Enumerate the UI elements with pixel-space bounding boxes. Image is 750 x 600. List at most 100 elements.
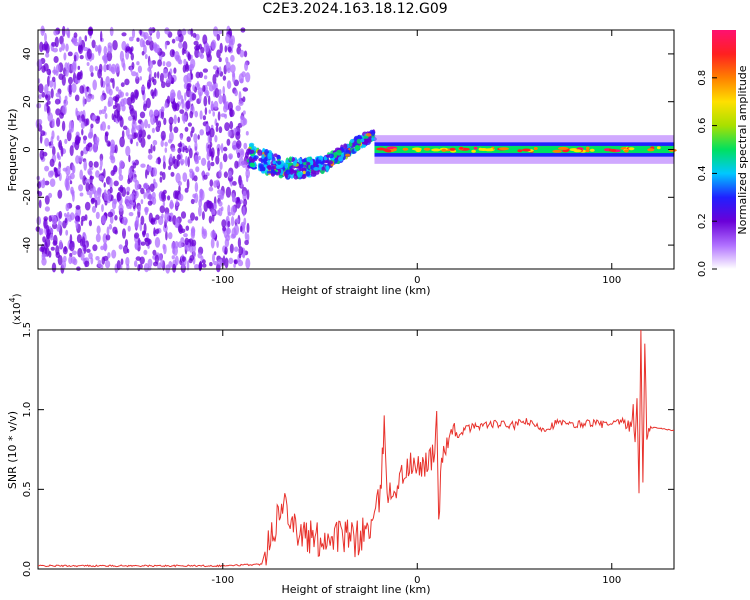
heatmap-cell <box>185 225 190 231</box>
heatmap-cell <box>143 249 148 256</box>
heatmap-cell <box>206 200 212 209</box>
heatmap-cell <box>97 44 102 54</box>
heatmap-cell <box>137 264 141 272</box>
heatmap-cell <box>78 117 82 123</box>
heatmap-cell <box>220 206 224 212</box>
heatmap-cell <box>69 180 73 185</box>
heatmap-cell <box>647 148 655 152</box>
heatmap-cell <box>83 244 87 255</box>
heatmap-cell <box>39 229 42 236</box>
heatmap-cell <box>218 57 222 63</box>
heatmap-cell <box>202 85 206 92</box>
heatmap-cell <box>70 256 77 264</box>
heatmap-cell <box>86 190 91 196</box>
y-tick-label: 0.0 <box>22 561 33 577</box>
heatmap-cell <box>219 258 223 268</box>
heatmap-cell <box>171 241 177 251</box>
heatmap-cell <box>336 149 342 156</box>
heatmap-cell <box>181 261 185 271</box>
heatmap-cell <box>76 74 82 81</box>
heatmap-cell <box>162 161 166 170</box>
heatmap-cell <box>152 145 156 152</box>
colorbar: 0.0 0.2 0.4 0.6 0.8 Normalized spectral ampl… <box>697 30 749 277</box>
heatmap-cell <box>297 171 303 178</box>
heatmap-cell <box>125 256 130 267</box>
heatmap-cell <box>246 175 249 183</box>
heatmap-cell <box>234 160 239 169</box>
heatmap-cell <box>114 215 118 221</box>
heatmap-cell <box>154 237 161 248</box>
heatmap-cell <box>133 89 139 99</box>
heatmap-cell <box>44 206 51 212</box>
heatmap-cell <box>192 84 195 92</box>
heatmap-cell <box>168 165 172 171</box>
heatmap-cell <box>211 209 216 216</box>
heatmap-cell <box>80 121 85 129</box>
heatmap-cell <box>249 162 255 168</box>
heatmap-cell <box>333 158 338 164</box>
heatmap-cell <box>243 50 248 58</box>
heatmap-cell <box>218 94 223 105</box>
heatmap-cell <box>74 94 80 102</box>
heatmap-cell <box>130 66 133 73</box>
heatmap-cell <box>241 71 246 78</box>
heatmap-cell <box>41 257 47 266</box>
heatmap-cell <box>82 232 86 237</box>
heatmap-cell <box>212 74 217 85</box>
heatmap-cell <box>194 45 200 51</box>
heatmap-cell <box>39 133 43 144</box>
heatmap-cell <box>186 260 190 271</box>
heatmap-cell <box>38 83 44 94</box>
heatmap-cell <box>157 156 161 165</box>
heatmap-cell <box>134 179 140 191</box>
heatmap-cell <box>176 154 181 161</box>
heatmap-cell <box>164 141 168 147</box>
heatmap-cell <box>39 41 44 53</box>
x-tick-label: -100 <box>211 575 234 586</box>
heatmap-cell <box>194 192 199 204</box>
colorbar-tick-label: 0.4 <box>697 165 708 181</box>
heatmap-cell <box>44 84 49 95</box>
heatmap-cell <box>49 178 56 187</box>
heatmap-cell <box>148 148 151 154</box>
heatmap-cell <box>122 125 128 130</box>
heatmap-cell <box>49 170 55 176</box>
heatmap-cell <box>243 217 247 226</box>
heatmap-cell <box>350 138 355 143</box>
heatmap-cell <box>293 160 297 167</box>
heatmap-cell <box>121 40 127 51</box>
heatmap-cell <box>44 180 50 186</box>
heatmap-cell <box>52 146 56 156</box>
heatmap-cell <box>178 59 183 65</box>
colorbar-tick-label: 0.6 <box>697 118 708 134</box>
heatmap-cell <box>192 32 197 38</box>
heatmap-cell <box>107 45 112 54</box>
heatmap-cell <box>338 156 343 162</box>
heatmap-cell <box>271 165 278 170</box>
heatmap-cell <box>159 171 163 176</box>
heatmap-cell <box>136 37 140 42</box>
heatmap-cell <box>229 121 234 130</box>
heatmap-cell <box>109 149 114 158</box>
heatmap-cell <box>326 154 330 158</box>
heatmap-cell <box>53 56 59 63</box>
heatmap-cell <box>268 166 273 170</box>
heatmap-cell <box>190 212 195 221</box>
heatmap-cell <box>215 125 219 132</box>
heatmap-cell <box>132 162 137 169</box>
heatmap-cell <box>82 135 88 141</box>
heatmap-cell <box>106 226 110 236</box>
heatmap-cell <box>139 76 142 81</box>
heatmap-cell <box>656 146 661 150</box>
heatmap-cell <box>88 26 94 35</box>
heatmap-cell <box>88 160 94 168</box>
heatmap-cell <box>166 78 170 83</box>
heatmap-cell <box>180 211 187 219</box>
heatmap-cell <box>168 75 172 84</box>
heatmap-cell <box>87 170 93 176</box>
heatmap-cell <box>194 110 198 118</box>
heatmap-cell <box>162 201 166 207</box>
heatmap-cell <box>449 147 456 151</box>
heatmap-cell <box>40 25 45 37</box>
heatmap-cell <box>134 232 140 239</box>
